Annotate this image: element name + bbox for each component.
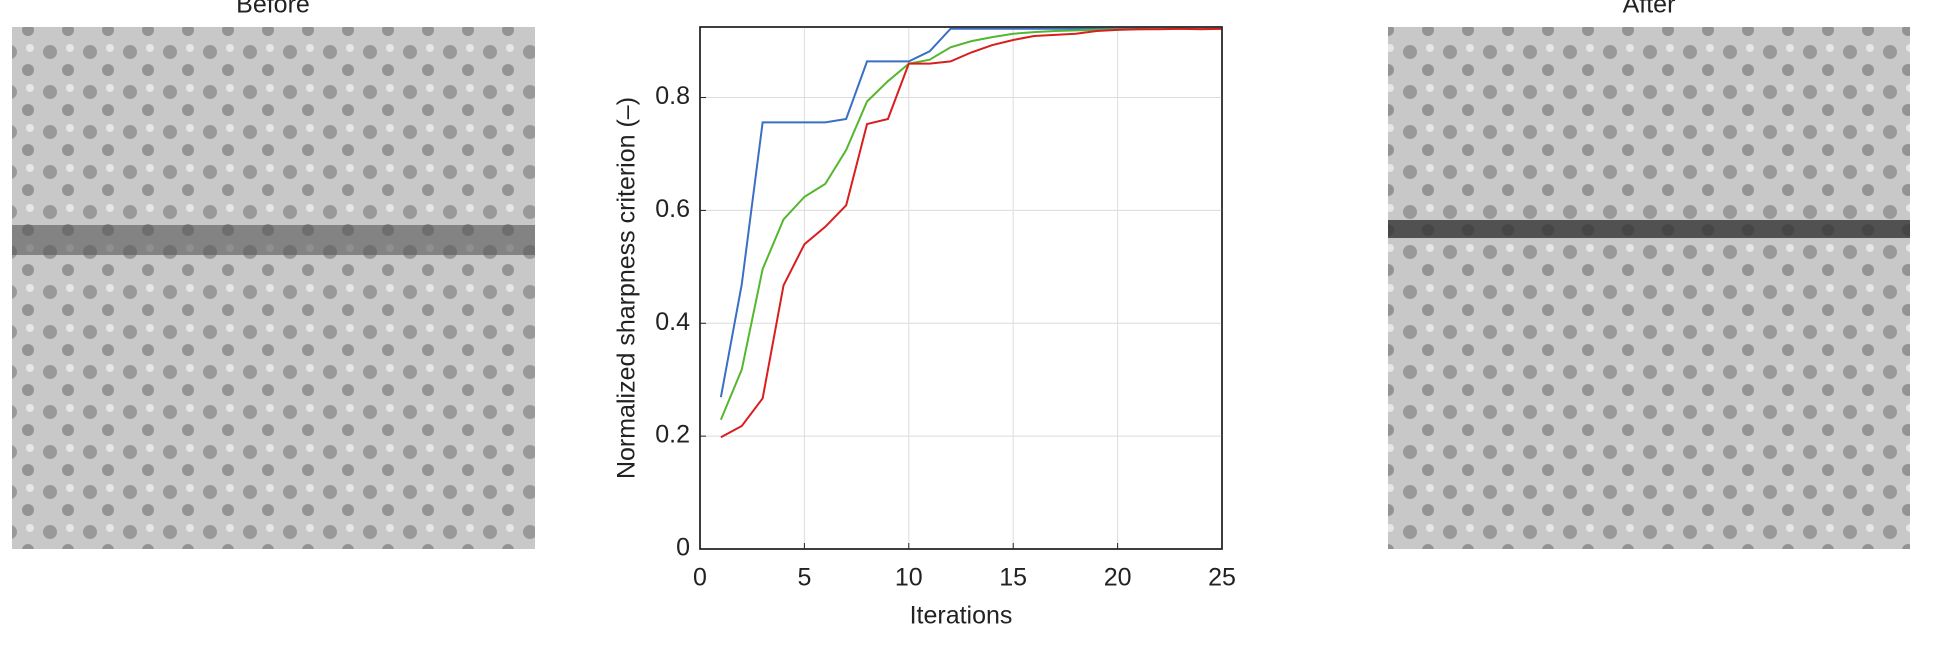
y-tick-label: 0 xyxy=(676,534,690,562)
panel-title: Before xyxy=(236,0,310,19)
x-tick-label: 0 xyxy=(693,564,707,592)
x-tick-label: 5 xyxy=(797,564,811,592)
x-tick-label: 10 xyxy=(895,564,923,592)
y-tick-label: 0.4 xyxy=(655,308,690,336)
x-tick-label: 20 xyxy=(1104,564,1132,592)
y-tick-label: 0.8 xyxy=(655,82,690,110)
plot-frame xyxy=(699,26,1223,550)
x-axis-label: Iterations xyxy=(910,602,1013,630)
y-tick-label: 0.2 xyxy=(655,421,690,449)
x-tick-label: 25 xyxy=(1208,564,1236,592)
y-axis-label: Normalized sharpness criterion (–) xyxy=(613,97,641,479)
road xyxy=(1388,220,1910,238)
y-tick-label: 0.6 xyxy=(655,195,690,223)
plot-area xyxy=(699,26,1223,550)
before-image xyxy=(12,27,535,549)
panel-title: After xyxy=(1623,0,1676,19)
x-tick-label: 15 xyxy=(999,564,1027,592)
after-image xyxy=(1388,27,1910,549)
road xyxy=(12,225,535,255)
series-line xyxy=(720,27,1223,439)
